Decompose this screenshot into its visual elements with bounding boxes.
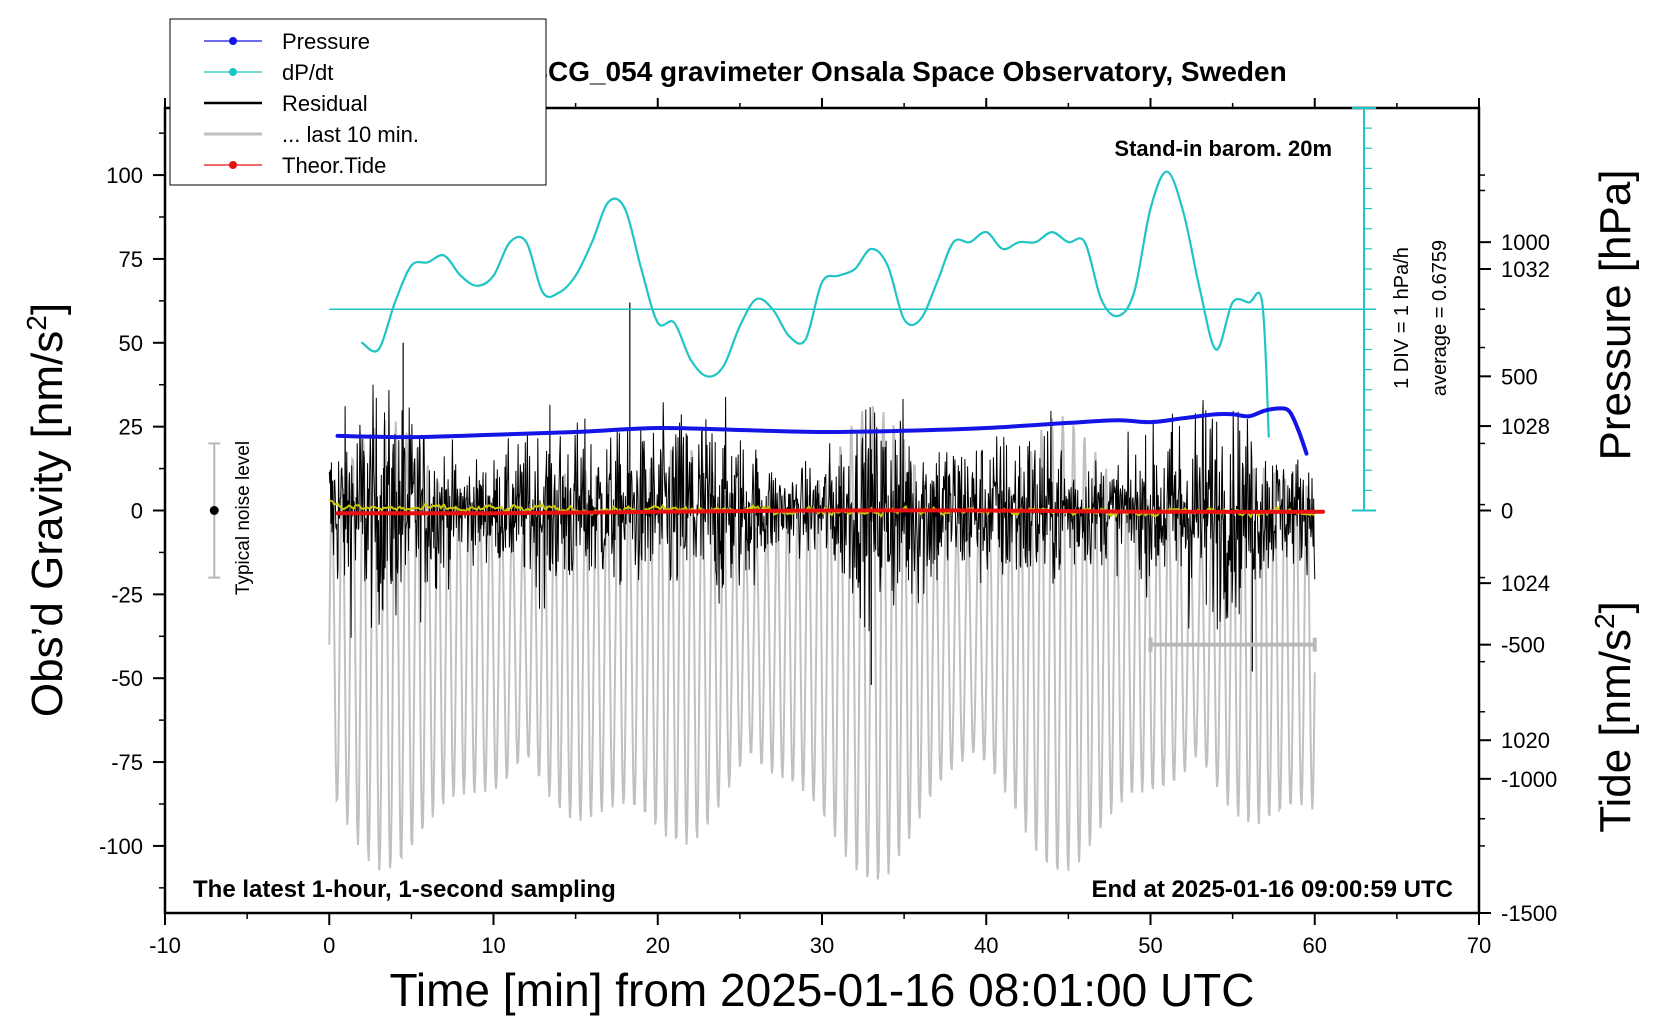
y-left-tick-label: -100	[99, 834, 143, 859]
end-annotation: End at 2025-01-16 09:00:59 UTC	[1092, 876, 1454, 903]
series-line-dp-dt	[361, 170, 1270, 438]
last10-series	[328, 406, 1316, 880]
noise-bar-center	[209, 506, 219, 515]
legend-label-pressure: Pressure	[282, 29, 370, 54]
y-tide-axis-label: Tide [nm/s2]	[1589, 601, 1640, 833]
legend-label-residual: Residual	[282, 91, 368, 116]
y-pressure-tick-label: 1020	[1501, 728, 1550, 753]
legend-marker-theor-tide	[229, 161, 237, 169]
y-tide-tick-label: 1000	[1501, 230, 1550, 255]
last10-line	[328, 406, 1316, 880]
y-tide-label-end: ]	[1591, 601, 1640, 613]
x-tick-label: 60	[1303, 933, 1327, 958]
series-line-theor-tide	[335, 508, 1325, 516]
series-line-pressure	[335, 406, 1309, 456]
y-pressure-tick-label: 1024	[1501, 571, 1550, 596]
x-tick-label: 50	[1138, 933, 1162, 958]
x-tick-label: 20	[646, 933, 670, 958]
noise-annotation: Typical noise level	[233, 441, 254, 595]
legend-marker-dp-dt	[229, 68, 237, 76]
y-pressure-axis-label: Pressure [hPa]	[1591, 169, 1640, 460]
y-left-tick-label: 75	[119, 247, 143, 272]
legend: Pressure dP/dt Residual ... last 10 min. The…	[169, 18, 547, 186]
chart-title: SCG_054 gravimeter Onsala Space Observat…	[529, 56, 1286, 87]
y-left-tick-label: -75	[111, 750, 143, 775]
x-axis-label: Time [min] from 2025-01-16 08:01:00 UTC	[390, 964, 1255, 1016]
pressure-series	[335, 406, 1309, 456]
y-left-tick-label: -25	[111, 582, 143, 607]
legend-label-theor-tide: Theor.Tide	[282, 153, 386, 178]
y-tide-tick-label: 500	[1501, 364, 1538, 389]
legend-marker-pressure	[229, 37, 237, 45]
y-tide-tick-label: -500	[1501, 633, 1545, 658]
y-tide-label-sup: 2	[1589, 613, 1620, 629]
x-tick-label: 70	[1467, 933, 1491, 958]
legend-label-last-10-min: ... last 10 min.	[282, 122, 419, 147]
y-left-label-end: ]	[23, 303, 72, 315]
x-axis-ticks: -10 0 10 20 30 40 50 60 70	[149, 98, 1491, 958]
div-annotation: 1 DIV = 1 hPa/h	[1391, 247, 1413, 389]
y-tide-tick-label: -1500	[1501, 901, 1557, 926]
residual-line	[328, 384, 1316, 638]
y-tide-ticks: 1000 500 0 -500 -1000 -1500	[1479, 174, 1557, 926]
reference-marks	[208, 107, 1377, 652]
y-left-tick-label: 0	[131, 499, 143, 524]
y-pressure-tick-label: 1028	[1501, 414, 1550, 439]
latest-annotation: The latest 1-hour, 1-second sampling	[193, 876, 616, 903]
x-tick-label: 40	[974, 933, 998, 958]
y-left-tick-label: 100	[106, 163, 143, 188]
y-tide-tick-label: 0	[1501, 499, 1513, 524]
y-left-ticks: 100 75 50 25 0 -25 -50 -75 -100	[99, 132, 165, 889]
x-tick-label: 0	[323, 933, 335, 958]
legend-label-dp-dt: dP/dt	[282, 60, 333, 85]
y-left-axis-label: Obs’d Gravity [nm/s2]	[21, 303, 72, 717]
y-left-tick-label: -50	[111, 666, 143, 691]
y-left-tick-label: 50	[119, 331, 143, 356]
barom-annotation: Stand-in barom. 20m	[1114, 136, 1332, 161]
dpdt-series	[361, 170, 1270, 438]
y-left-label-sup: 2	[21, 315, 52, 331]
tide-series	[335, 508, 1325, 516]
average-annotation: average = 0.6759	[1429, 240, 1451, 396]
y-pressure-ticks: 1032 1028 1024 1020	[1479, 189, 1550, 820]
x-tick-label: -10	[149, 933, 181, 958]
y-left-tick-label: 25	[119, 415, 143, 440]
y-pressure-tick-label: 1032	[1501, 257, 1550, 282]
x-tick-label: 10	[481, 933, 505, 958]
x-tick-label: 30	[810, 933, 834, 958]
y-tide-label-main: Tide [nm/s	[1591, 629, 1640, 833]
y-tide-tick-label: -1000	[1501, 767, 1557, 792]
y-left-label-main: Obs’d Gravity [nm/s	[23, 331, 72, 717]
